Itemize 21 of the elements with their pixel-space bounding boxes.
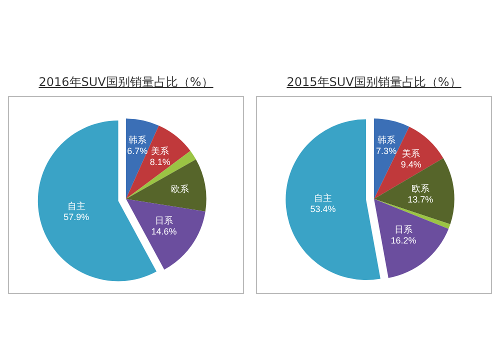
chart-title: 2016年SUV国别销量占比（%） [38,74,214,91]
data-label: 13.7% [408,194,434,204]
data-label: 7.3% [376,146,397,156]
chart-title: 2015年SUV国别销量占比（%） [286,74,462,91]
data-label: 53.4% [310,204,336,214]
slice-label: 欧系 [170,184,189,194]
slice-label: 自主 [314,193,332,204]
slice-label: 日系 [155,215,174,226]
data-label: 6.7% [127,146,148,156]
slice-label: 韩系 [128,134,146,145]
slice-label: 欧系 [411,184,430,194]
data-label: 14.6% [151,226,177,236]
slice-label: 韩系 [377,135,396,146]
data-label: 57.9% [64,212,90,222]
data-label: 16.2% [390,236,416,246]
slice-label: 美系 [151,146,170,156]
slice-label: 日系 [394,224,412,235]
slice-label: 自主 [67,200,86,211]
slice-label: 美系 [402,148,420,158]
data-label: 9.4% [400,159,422,170]
data-label: 8.1% [150,156,170,167]
